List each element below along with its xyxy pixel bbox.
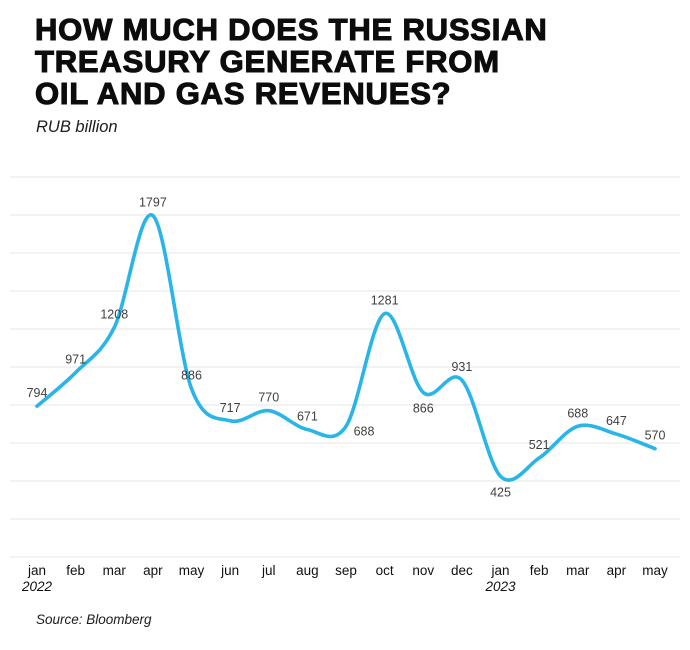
data-labels: 794 971 1208 1797 886 717 770 671 688 1281 866 931 4… xyxy=(27,196,666,500)
chart-title-line-2: TREASURY GENERATE FROM xyxy=(34,44,500,80)
x-axis-label: may xyxy=(179,563,205,578)
data-point-label: 671 xyxy=(297,410,318,424)
data-point-label: 521 xyxy=(529,438,550,452)
revenue-line-chart: 794 971 1208 1797 886 717 770 671 688 1281 866 931 4… xyxy=(10,176,680,594)
data-point-label: 647 xyxy=(606,414,627,428)
x-axis-label: apr xyxy=(607,563,627,578)
data-point-label: 688 xyxy=(354,424,375,438)
x-axis-label: dec xyxy=(451,563,473,578)
x-axis-label: feb xyxy=(530,563,549,578)
data-point-label: 1797 xyxy=(139,196,167,210)
x-axis-label: jan xyxy=(27,563,46,578)
data-point-label: 931 xyxy=(451,360,472,374)
chart-subtitle: RUB billion xyxy=(36,118,118,136)
x-axis-label: jun xyxy=(220,563,239,578)
x-axis-labels: jan feb mar apr may jun jul aug sep oct nov dec jan f… xyxy=(27,563,668,578)
year-label: 2022 xyxy=(21,579,53,594)
data-point-label: 886 xyxy=(181,369,202,383)
source-attribution: Source: Bloomberg xyxy=(36,612,152,627)
x-axis-label: mar xyxy=(103,563,127,578)
year-label: 2023 xyxy=(484,579,516,594)
x-axis-label: jan xyxy=(490,563,509,578)
data-point-label: 1281 xyxy=(371,294,399,308)
x-axis-label: sep xyxy=(335,563,357,578)
data-point-label: 570 xyxy=(645,429,666,443)
chart-title: HOW MUCH DOES THE RUSSIAN TREASURY GENER… xyxy=(34,12,548,112)
data-point-label: 1208 xyxy=(100,307,128,321)
x-axis-label: apr xyxy=(143,563,163,578)
x-axis-label: feb xyxy=(66,563,85,578)
year-labels: 2022 2023 xyxy=(21,579,516,594)
x-axis-label: jul xyxy=(261,563,276,578)
gridlines xyxy=(10,176,680,558)
data-point-label: 688 xyxy=(567,406,588,420)
data-point-label: 971 xyxy=(65,353,86,367)
x-axis-label: mar xyxy=(566,563,590,578)
chart-title-line-1: HOW MUCH DOES THE RUSSIAN xyxy=(34,12,548,47)
x-axis-label: oct xyxy=(376,563,394,578)
x-axis-label: aug xyxy=(296,563,319,578)
data-point-label: 425 xyxy=(490,485,511,499)
data-point-label: 794 xyxy=(27,386,48,400)
chart-title-line-3: OIL AND GAS REVENUES? xyxy=(34,76,452,112)
data-point-label: 866 xyxy=(413,401,434,415)
x-axis-label: nov xyxy=(412,563,434,578)
data-point-label: 717 xyxy=(220,401,241,415)
revenue-series-line xyxy=(35,213,657,482)
x-axis-label: may xyxy=(642,563,668,578)
data-point-label: 770 xyxy=(258,391,279,405)
